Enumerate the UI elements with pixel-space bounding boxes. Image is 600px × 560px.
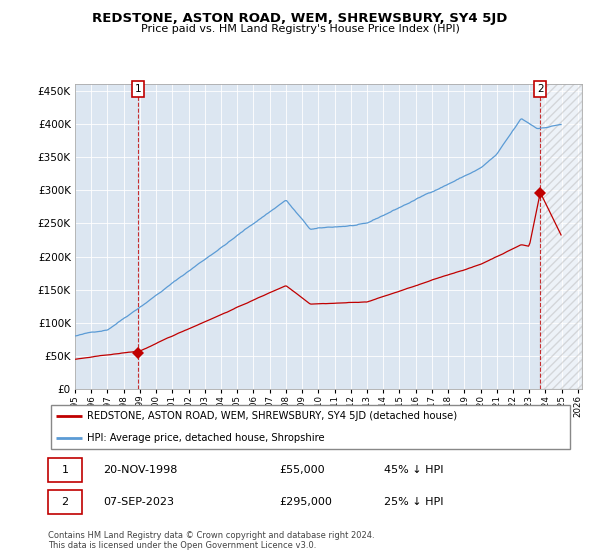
Text: 45% ↓ HPI: 45% ↓ HPI bbox=[384, 465, 443, 475]
Text: REDSTONE, ASTON ROAD, WEM, SHREWSBURY, SY4 5JD (detached house): REDSTONE, ASTON ROAD, WEM, SHREWSBURY, S… bbox=[88, 410, 458, 421]
FancyBboxPatch shape bbox=[48, 490, 82, 515]
Text: REDSTONE, ASTON ROAD, WEM, SHREWSBURY, SY4 5JD: REDSTONE, ASTON ROAD, WEM, SHREWSBURY, S… bbox=[92, 12, 508, 25]
Text: 25% ↓ HPI: 25% ↓ HPI bbox=[384, 497, 443, 507]
Text: 1: 1 bbox=[62, 465, 68, 475]
Text: Price paid vs. HM Land Registry's House Price Index (HPI): Price paid vs. HM Land Registry's House … bbox=[140, 24, 460, 34]
Text: HPI: Average price, detached house, Shropshire: HPI: Average price, detached house, Shro… bbox=[88, 433, 325, 444]
Text: 07-SEP-2023: 07-SEP-2023 bbox=[103, 497, 174, 507]
Text: £295,000: £295,000 bbox=[279, 497, 332, 507]
Text: £55,000: £55,000 bbox=[279, 465, 325, 475]
Text: Contains HM Land Registry data © Crown copyright and database right 2024.
This d: Contains HM Land Registry data © Crown c… bbox=[48, 530, 374, 550]
Text: 2: 2 bbox=[537, 84, 544, 94]
Text: 2: 2 bbox=[62, 497, 68, 507]
FancyBboxPatch shape bbox=[48, 458, 82, 482]
FancyBboxPatch shape bbox=[50, 405, 571, 449]
Text: 1: 1 bbox=[134, 84, 141, 94]
Text: 20-NOV-1998: 20-NOV-1998 bbox=[103, 465, 178, 475]
